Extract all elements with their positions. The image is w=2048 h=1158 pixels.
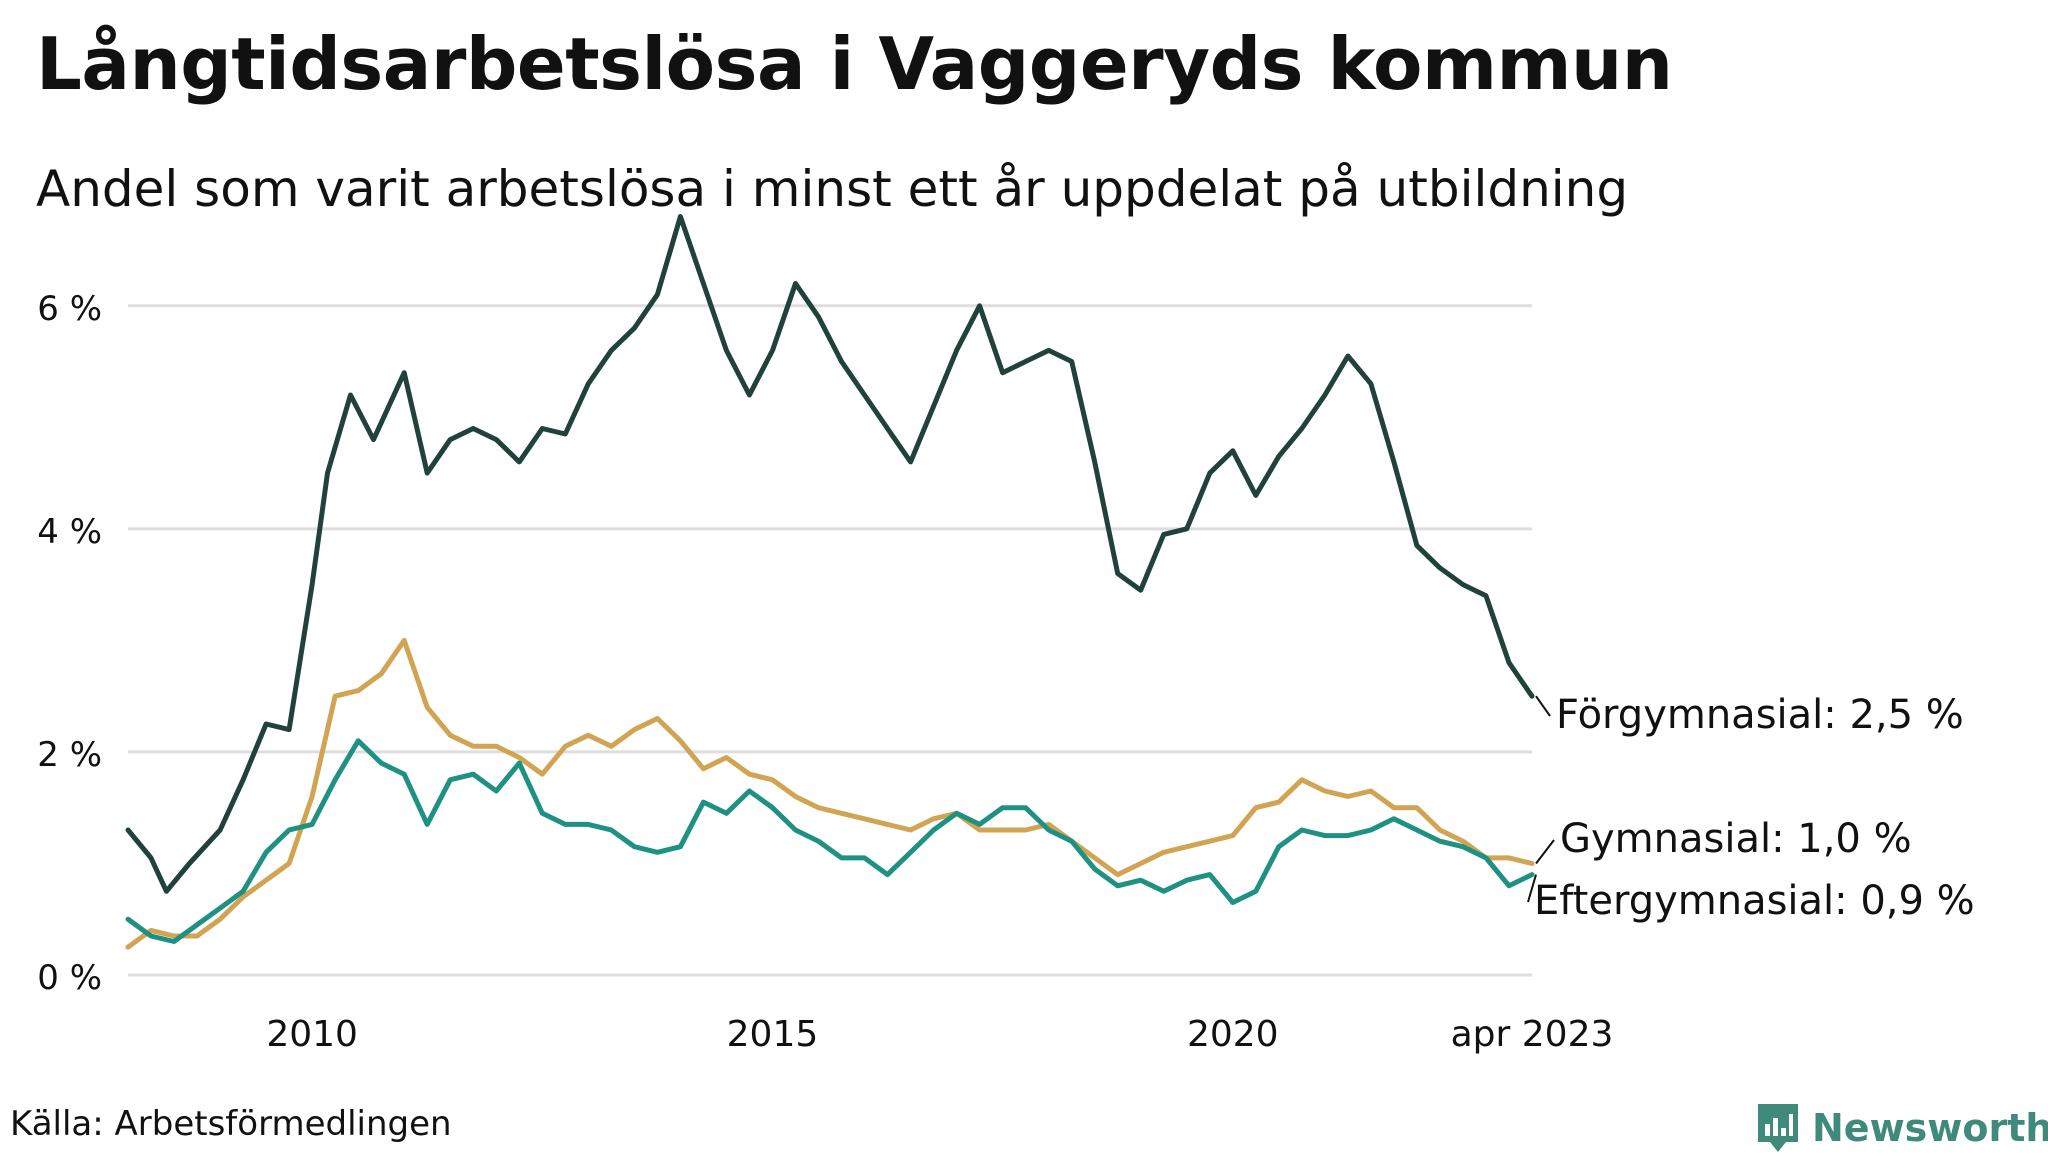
chart-subtitle: Andel som varit arbetslösa i minst ett å… xyxy=(36,160,1629,218)
end-label-connector xyxy=(1527,874,1537,903)
x-tick-label: 2010 xyxy=(266,1014,358,1055)
brand-logo: Newsworthy xyxy=(1756,1098,2048,1158)
end-label-connector xyxy=(1535,695,1551,717)
series-lines xyxy=(125,214,1535,950)
x-axis-ticks: 2010 2015 2020 apr 2023 xyxy=(266,1014,1613,1055)
y-tick-label: 6 % xyxy=(37,289,102,329)
end-label-gymnasial: Gymnasial: 1,0 % xyxy=(1560,816,1912,862)
end-labels: Förgymnasial: 2,5 % Gymnasial: 1,0 % Efter… xyxy=(1527,692,1975,924)
end-label-eftergymnasial: Eftergymnasial: 0,9 % xyxy=(1534,878,1975,924)
y-tick-label: 0 % xyxy=(37,958,102,998)
grid-lines xyxy=(128,304,1532,977)
x-tick-label: 2015 xyxy=(727,1014,819,1055)
y-axis-ticks: 0 % 2 % 4 % 6 % xyxy=(37,289,102,998)
source-note: Källa: Arbetsförmedlingen xyxy=(10,1104,452,1144)
x-tick-label: apr 2023 xyxy=(1451,1014,1614,1055)
x-tick-label: 2020 xyxy=(1187,1014,1279,1055)
chart-title: Långtidsarbetslösa i Vaggeryds kommun xyxy=(36,22,1673,106)
brand-name: Newsworthy xyxy=(1812,1106,2048,1150)
end-label-förgymnasial: Förgymnasial: 2,5 % xyxy=(1556,692,1964,738)
newsworthy-logo-icon xyxy=(1758,1104,1798,1152)
y-tick-label: 4 % xyxy=(37,512,102,552)
series-line-eftergymnasial xyxy=(125,738,1535,944)
end-label-connector xyxy=(1535,839,1555,865)
series-line-gymnasial xyxy=(125,637,1535,950)
y-tick-label: 2 % xyxy=(37,735,102,775)
series-line-förgymnasial xyxy=(125,214,1535,894)
